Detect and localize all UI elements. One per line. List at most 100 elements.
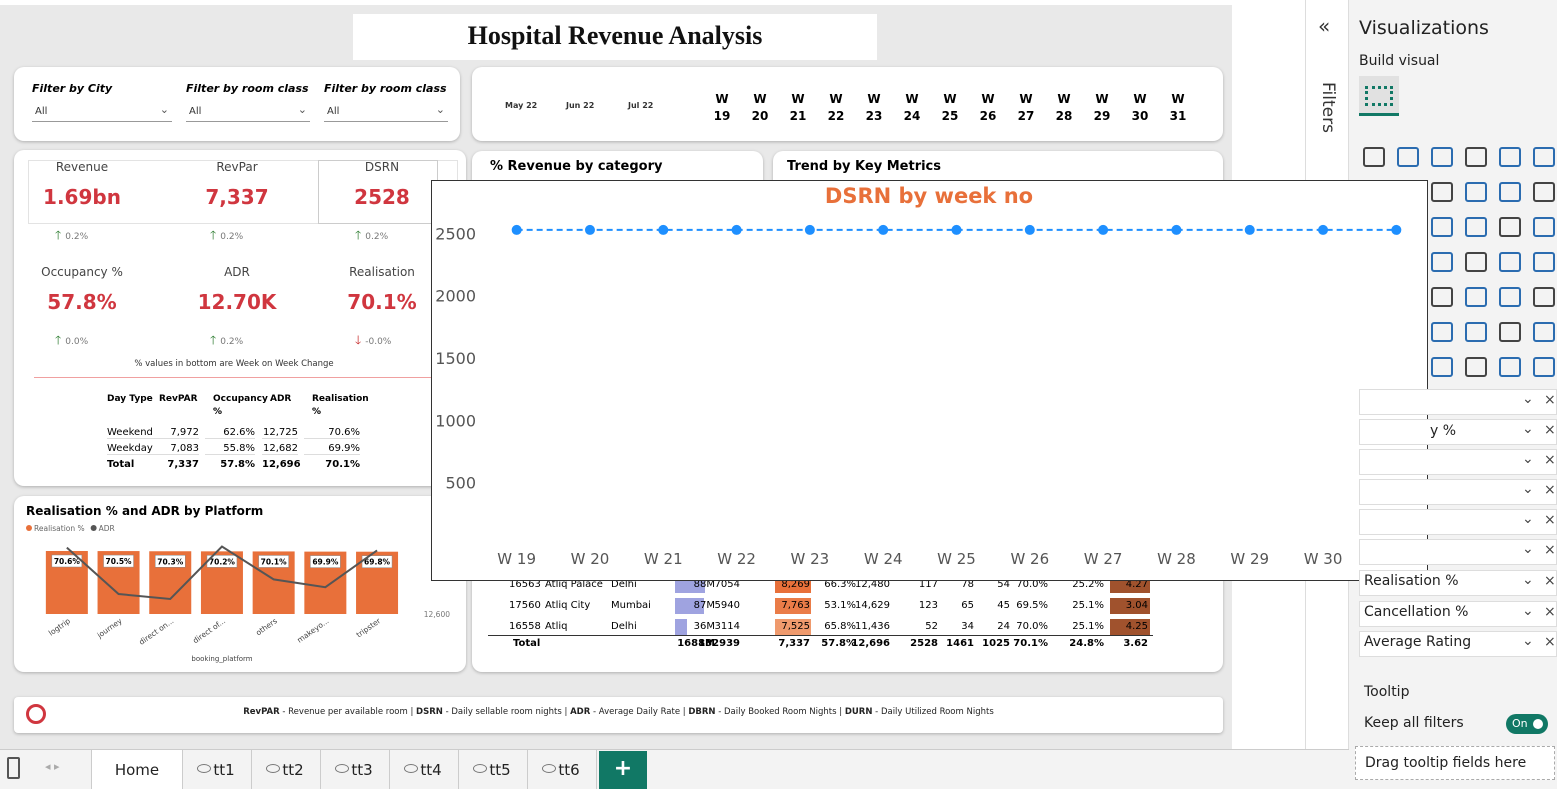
- table-total: 132939: [698, 638, 740, 649]
- trend-arrow: 🡑: [55, 333, 62, 347]
- kpi-note: % values in bottom are Week on Week Chan…: [134, 359, 334, 369]
- week-item[interactable]: W 19: [713, 92, 731, 123]
- total-line: [488, 635, 1153, 636]
- week-item[interactable]: W 22: [827, 92, 845, 123]
- table-cell: 7,972: [151, 427, 199, 439]
- filter-card: Filter by City All ⌄ Filter by room class Al…: [14, 67, 460, 141]
- table-cell: 62.6%: [205, 427, 255, 439]
- x-tick-label: W 20: [571, 550, 610, 568]
- heat-cell: [775, 577, 811, 593]
- logo: [26, 704, 46, 724]
- table-total: 12,696: [851, 638, 890, 649]
- week-item[interactable]: W 29: [1093, 92, 1111, 123]
- x-tick-label: W 25: [937, 550, 976, 568]
- kpi-value: 12.70K: [197, 290, 277, 314]
- chevron: ⌄: [435, 103, 445, 116]
- footer-text: RevPAR - Revenue per available room | DS…: [14, 707, 1223, 717]
- table-cell: 24: [997, 621, 1010, 632]
- table-cell: 52: [925, 621, 938, 632]
- week-item[interactable]: W 31: [1169, 92, 1187, 123]
- week-item[interactable]: W 30: [1131, 92, 1149, 123]
- point: [584, 224, 595, 235]
- footer-part: - Daily Booked Room Nights |: [715, 707, 845, 717]
- table-cell: 69.5%: [1016, 600, 1048, 611]
- kpi-label: Realisation: [349, 265, 415, 279]
- month-item[interactable]: Jun 22: [566, 101, 595, 110]
- footer-part: ADR: [570, 707, 591, 717]
- table-cell: 65.8%: [824, 621, 856, 632]
- data-bar: [675, 619, 687, 635]
- table-cell: 25.1%: [1072, 600, 1104, 611]
- table-cell: 7,525: [781, 621, 810, 632]
- y-tick-label: 2000: [435, 287, 476, 306]
- heat-cell: [1110, 577, 1150, 593]
- table-cell: 16558: [509, 621, 541, 632]
- table-cell: 34: [961, 621, 974, 632]
- week-item[interactable]: W 20: [751, 92, 769, 123]
- x-tick-label: W 21: [644, 550, 683, 568]
- week-item[interactable]: W 24: [903, 92, 921, 123]
- combo-chart: Realisation % and ADR by Platform Realisa…: [26, 504, 450, 663]
- tab-bar: [0, 749, 1349, 789]
- point: [658, 224, 669, 235]
- table-cell: 12,696: [262, 459, 301, 470]
- table-cell: 70.0%: [1016, 621, 1048, 632]
- x-tick-label: journey: [95, 616, 125, 640]
- x-tick-label: W 27: [1084, 550, 1123, 568]
- table-total: 2528: [910, 638, 938, 649]
- kpi-change-text: 0.0%: [65, 337, 89, 347]
- week-item[interactable]: W 26: [979, 92, 997, 123]
- table-header: RevPAR: [159, 394, 198, 404]
- x-tick-label: W 26: [1010, 550, 1049, 568]
- kpi-change: 🡑 0.2%: [355, 226, 388, 247]
- heat-cell: [775, 598, 811, 614]
- table-cell: 12,480: [855, 579, 890, 590]
- trend-arrow: 🡑: [210, 333, 217, 347]
- date-slicer-card: May 22 Jun 22 Jul 22 W 19 W 20 W 21 W 22 W 23 W …: [472, 67, 1223, 141]
- week-item[interactable]: W 23: [865, 92, 883, 123]
- table-cell: 14,629: [855, 600, 890, 611]
- point: [1318, 224, 1329, 235]
- trend-arrow: 🡑: [55, 228, 62, 242]
- table-cell: 17560: [509, 600, 541, 611]
- kpi-label: ADR: [224, 265, 250, 279]
- table-total: Total: [513, 638, 541, 649]
- filter-dropdown[interactable]: All ⌄: [32, 103, 172, 122]
- table-cell: 8,269: [781, 579, 810, 590]
- filter-dropdown[interactable]: All ⌄: [186, 103, 310, 122]
- table-cell: 69.9%: [304, 443, 360, 455]
- table-total: 1461: [946, 638, 974, 649]
- table-cell: Mumbai: [611, 600, 651, 611]
- week-item[interactable]: W 28: [1055, 92, 1073, 123]
- x-tick-label: W 29: [1230, 550, 1269, 568]
- kpi-change: 🡑 0.2%: [210, 226, 243, 247]
- x-tick-label: direct of...: [191, 616, 227, 645]
- footer-part: DURN: [844, 707, 873, 717]
- point: [511, 224, 522, 235]
- table-cell: 7,083: [151, 443, 199, 455]
- table-cell: 117: [918, 579, 938, 590]
- x-tick-label: direct on...: [137, 616, 175, 647]
- table-cell: 3.04: [1125, 600, 1148, 611]
- month-item[interactable]: May 22: [505, 101, 538, 110]
- table-cell: 36M: [693, 621, 715, 632]
- section-title: Trend by Key Metrics: [787, 159, 942, 174]
- table-total: 57.8%: [821, 638, 856, 649]
- table-total: 7,337: [778, 638, 810, 649]
- table-cell: Total: [107, 459, 135, 470]
- week-item[interactable]: W 25: [941, 92, 959, 123]
- week-item[interactable]: W 21: [789, 92, 807, 123]
- filter-dropdown[interactable]: All ⌄: [324, 103, 448, 122]
- month-item[interactable]: Jul 22: [628, 101, 654, 110]
- week-item[interactable]: W 27: [1017, 92, 1035, 123]
- footer-part: DBRN: [688, 707, 716, 717]
- platform-card: Realisation % and ADR by Platform Realisa…: [14, 496, 466, 672]
- footer: RevPAR - Revenue per available room | DS…: [14, 697, 1223, 733]
- y-tick-label: 1000: [435, 411, 476, 430]
- data-label: 70.1%: [261, 557, 288, 566]
- trend-arrow: 🡓: [355, 333, 362, 347]
- chart-title: DSRN by week no: [825, 184, 1033, 208]
- table-cell: 7,337: [167, 459, 199, 470]
- table-cell: 55.8%: [205, 443, 255, 455]
- kpi-value: 7,337: [205, 185, 269, 209]
